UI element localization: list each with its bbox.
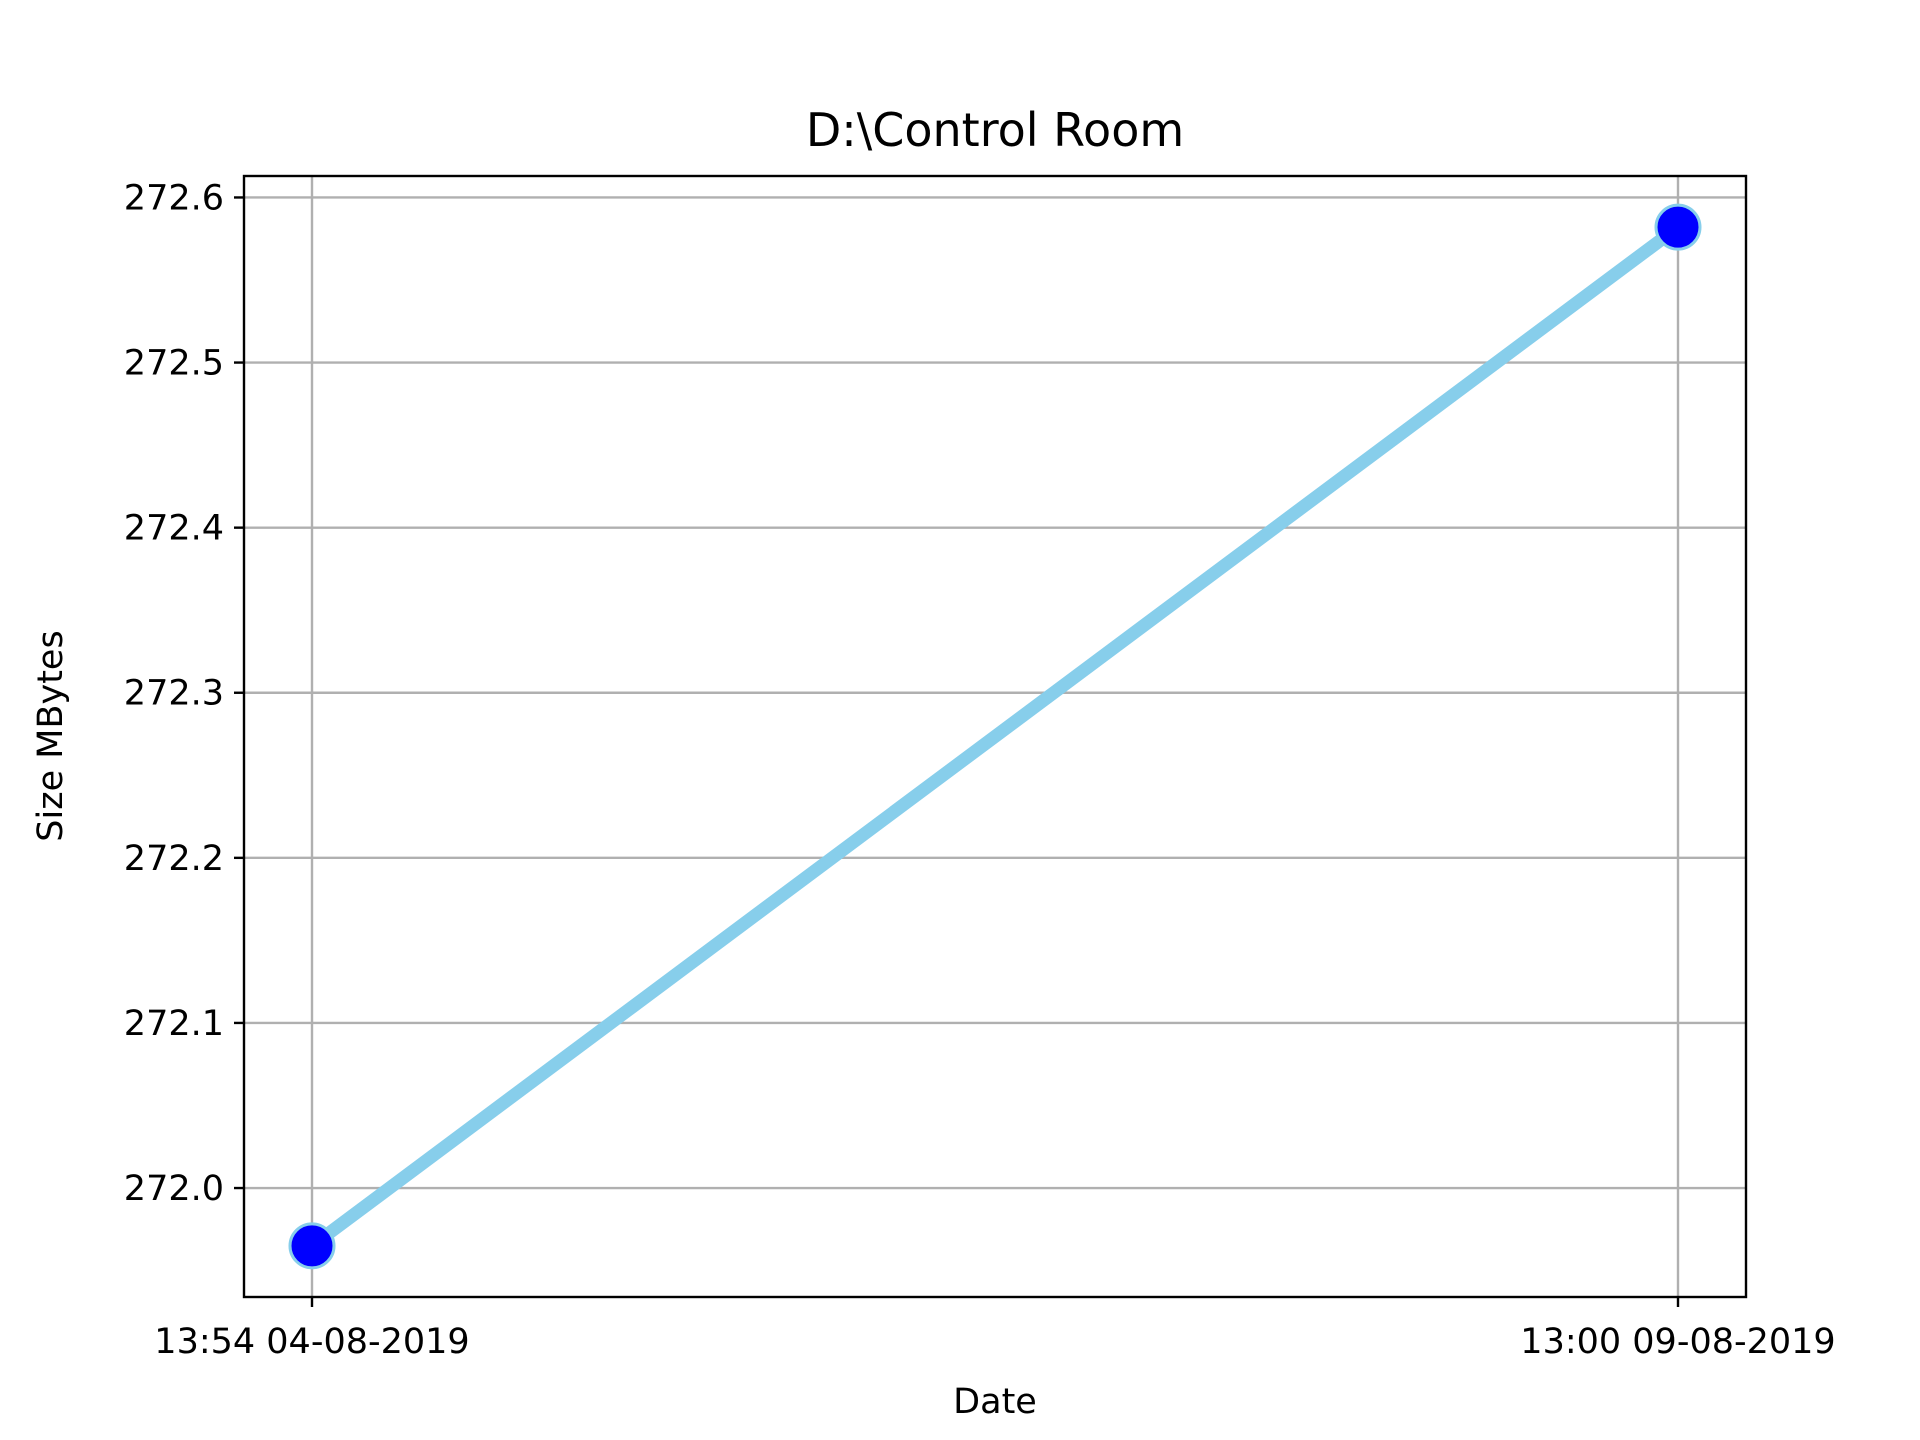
x-tick-label: 13:54 04-08-2019 — [154, 1322, 469, 1362]
chart-title: D:\Control Room — [806, 103, 1184, 157]
y-tick-label: 272.2 — [124, 839, 224, 879]
y-tick-label: 272.4 — [124, 509, 224, 549]
series-layer — [288, 203, 1702, 1270]
y-tick-label: 272.1 — [124, 1004, 224, 1044]
y-tick-label: 272.0 — [124, 1169, 224, 1209]
y-tick-label: 272.5 — [124, 344, 224, 384]
data-point-marker — [288, 1222, 336, 1270]
axis-ticks: 272.0 272.1 272.2 272.3 272.4 272.5 272.6 13:54… — [124, 178, 1836, 1362]
x-tick-label: 13:00 09-08-2019 — [1520, 1322, 1835, 1362]
grid — [244, 176, 1746, 1297]
y-axis-label: Size MBytes — [31, 630, 71, 841]
plot-frame — [242, 174, 1748, 1299]
x-axis-label: Date — [953, 1382, 1037, 1422]
series-line — [305, 220, 1685, 1253]
data-point-marker — [1654, 203, 1702, 251]
y-tick-label: 272.6 — [124, 178, 224, 218]
y-tick-label: 272.3 — [124, 674, 224, 714]
